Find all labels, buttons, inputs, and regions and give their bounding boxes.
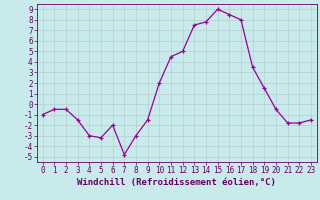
X-axis label: Windchill (Refroidissement éolien,°C): Windchill (Refroidissement éolien,°C) bbox=[77, 178, 276, 187]
